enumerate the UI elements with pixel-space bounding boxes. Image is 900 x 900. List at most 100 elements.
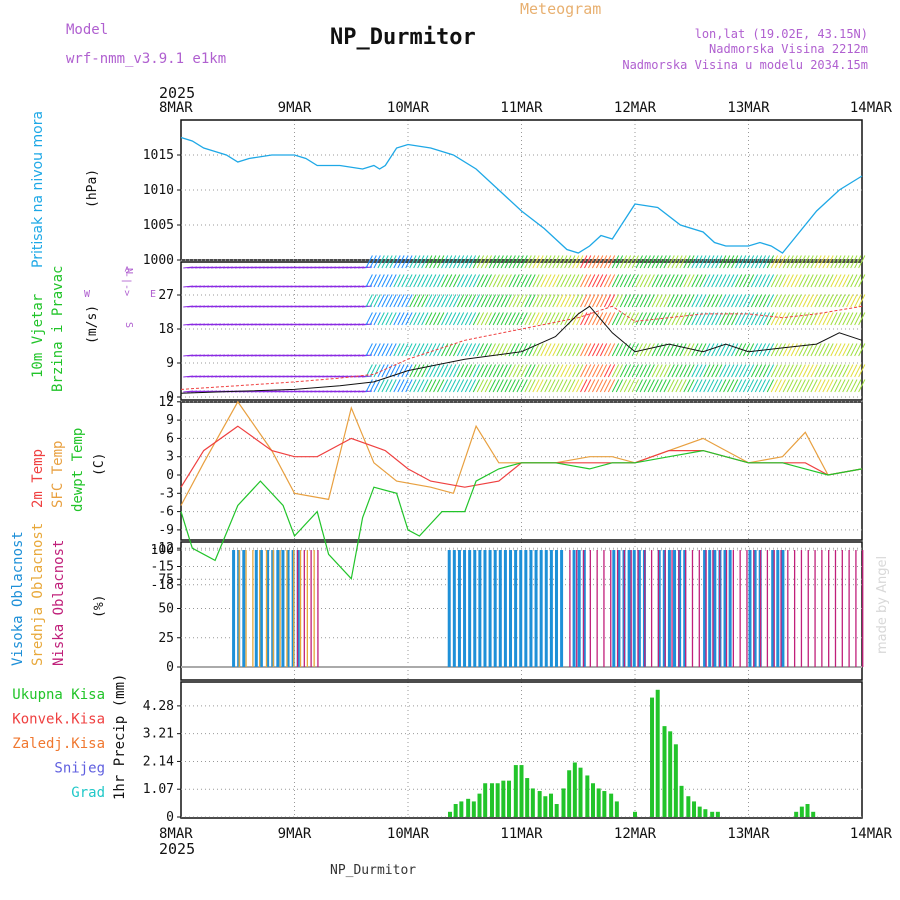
wind-barb xyxy=(655,255,663,269)
footer-station: NP_Durmitor xyxy=(330,863,416,878)
wind-barb xyxy=(409,364,417,378)
cloud-bar xyxy=(478,550,482,667)
wind-barb xyxy=(766,379,775,393)
wind-barb xyxy=(508,294,516,308)
wind-barb xyxy=(798,294,806,308)
date-label-top: 13MAR xyxy=(727,100,770,116)
wind-barb xyxy=(568,364,576,378)
wind-barb xyxy=(560,312,568,326)
wind-barb xyxy=(711,255,719,269)
wind-barb xyxy=(588,255,596,269)
wind-barb xyxy=(524,274,532,288)
wind-barb xyxy=(695,379,703,393)
wind-barb xyxy=(464,312,473,326)
wind-barb xyxy=(365,274,373,288)
cloud-bar xyxy=(524,550,528,667)
wind-barb xyxy=(703,379,711,393)
wind-barb xyxy=(421,274,429,288)
wind-barb xyxy=(727,274,735,288)
wind-barb xyxy=(667,294,675,308)
wind-barb xyxy=(830,255,838,269)
cloud-bar xyxy=(577,550,581,667)
wind-barb xyxy=(445,343,453,357)
cloud-bar xyxy=(242,550,246,667)
wind-barb xyxy=(576,294,584,308)
wind-barb xyxy=(524,255,532,269)
wind-barb xyxy=(643,343,651,357)
wind-barb xyxy=(695,294,703,308)
wind-barb xyxy=(818,343,826,357)
wind-barb xyxy=(560,255,568,269)
precip-bar xyxy=(525,778,530,817)
tick-label: 27 xyxy=(158,288,174,303)
precip-legend-item: Konvek.Kisa xyxy=(12,712,105,728)
wind-barb xyxy=(707,379,715,393)
wind-barb xyxy=(413,294,421,308)
wind-barb xyxy=(611,364,620,378)
wind-barb xyxy=(715,312,723,326)
wind-barb xyxy=(448,343,457,357)
wind-barb xyxy=(850,364,858,378)
wind-barb xyxy=(842,274,850,288)
wind-barb xyxy=(762,255,771,269)
wind-barb xyxy=(774,255,782,269)
wind-barb xyxy=(393,294,401,308)
wind-barb xyxy=(834,364,842,378)
wind-barb xyxy=(822,364,830,378)
wind-barb xyxy=(703,343,711,357)
wind-barb xyxy=(838,312,846,326)
wind-barb xyxy=(762,379,771,393)
wind-barb xyxy=(365,294,373,308)
wind-barbs xyxy=(183,255,866,393)
wind-barb xyxy=(385,379,393,393)
wind-barb xyxy=(492,255,500,269)
wind-barb xyxy=(381,294,389,308)
wind-barb xyxy=(528,379,536,393)
wind-barb xyxy=(425,294,433,308)
cloud-bar xyxy=(560,550,564,667)
wind-barb xyxy=(826,364,834,378)
wind-barb xyxy=(770,379,779,393)
wind-barb xyxy=(599,379,608,393)
wind-barb xyxy=(401,255,409,269)
wind-barb xyxy=(663,343,671,357)
wind-barb xyxy=(639,379,647,393)
tick-label: -3 xyxy=(158,486,174,501)
precip-bar xyxy=(578,767,583,817)
wind-barb xyxy=(472,312,481,326)
wind-barb xyxy=(437,343,445,357)
wind-barb xyxy=(528,312,536,326)
wind-barb xyxy=(727,343,735,357)
wind-barb xyxy=(782,312,790,326)
wind-barb xyxy=(826,255,834,269)
precip-bar xyxy=(811,811,816,817)
wind-barb xyxy=(500,294,508,308)
wind-barb xyxy=(647,379,655,393)
wind-barb xyxy=(671,255,679,269)
cloud-label-1: Visoka Oblacnost xyxy=(10,531,26,666)
wind-barb xyxy=(393,379,401,393)
wind-barb xyxy=(445,255,453,269)
wind-barb xyxy=(365,379,373,393)
wind-barb xyxy=(385,274,393,288)
wind-barb xyxy=(536,255,544,269)
wind-barb xyxy=(651,364,659,378)
wind-barb xyxy=(377,343,385,357)
wind-barb xyxy=(381,343,389,357)
wind-barb xyxy=(480,379,489,393)
wind-barb xyxy=(417,294,425,308)
tick-label: -6 xyxy=(158,505,174,520)
wind-barb xyxy=(850,379,858,393)
wind-barb xyxy=(460,379,469,393)
wind-barb xyxy=(464,274,473,288)
wind-barb xyxy=(536,274,544,288)
wind-barb xyxy=(532,364,540,378)
wind-barb xyxy=(774,343,782,357)
wind-barb xyxy=(838,364,846,378)
wind-barb xyxy=(786,312,794,326)
wind-barb xyxy=(437,364,445,378)
wind-barb xyxy=(607,255,616,269)
precip-legend-item: Ukupna Kisa xyxy=(12,687,105,703)
wind-barb xyxy=(742,274,751,288)
wind-barb xyxy=(854,255,862,269)
